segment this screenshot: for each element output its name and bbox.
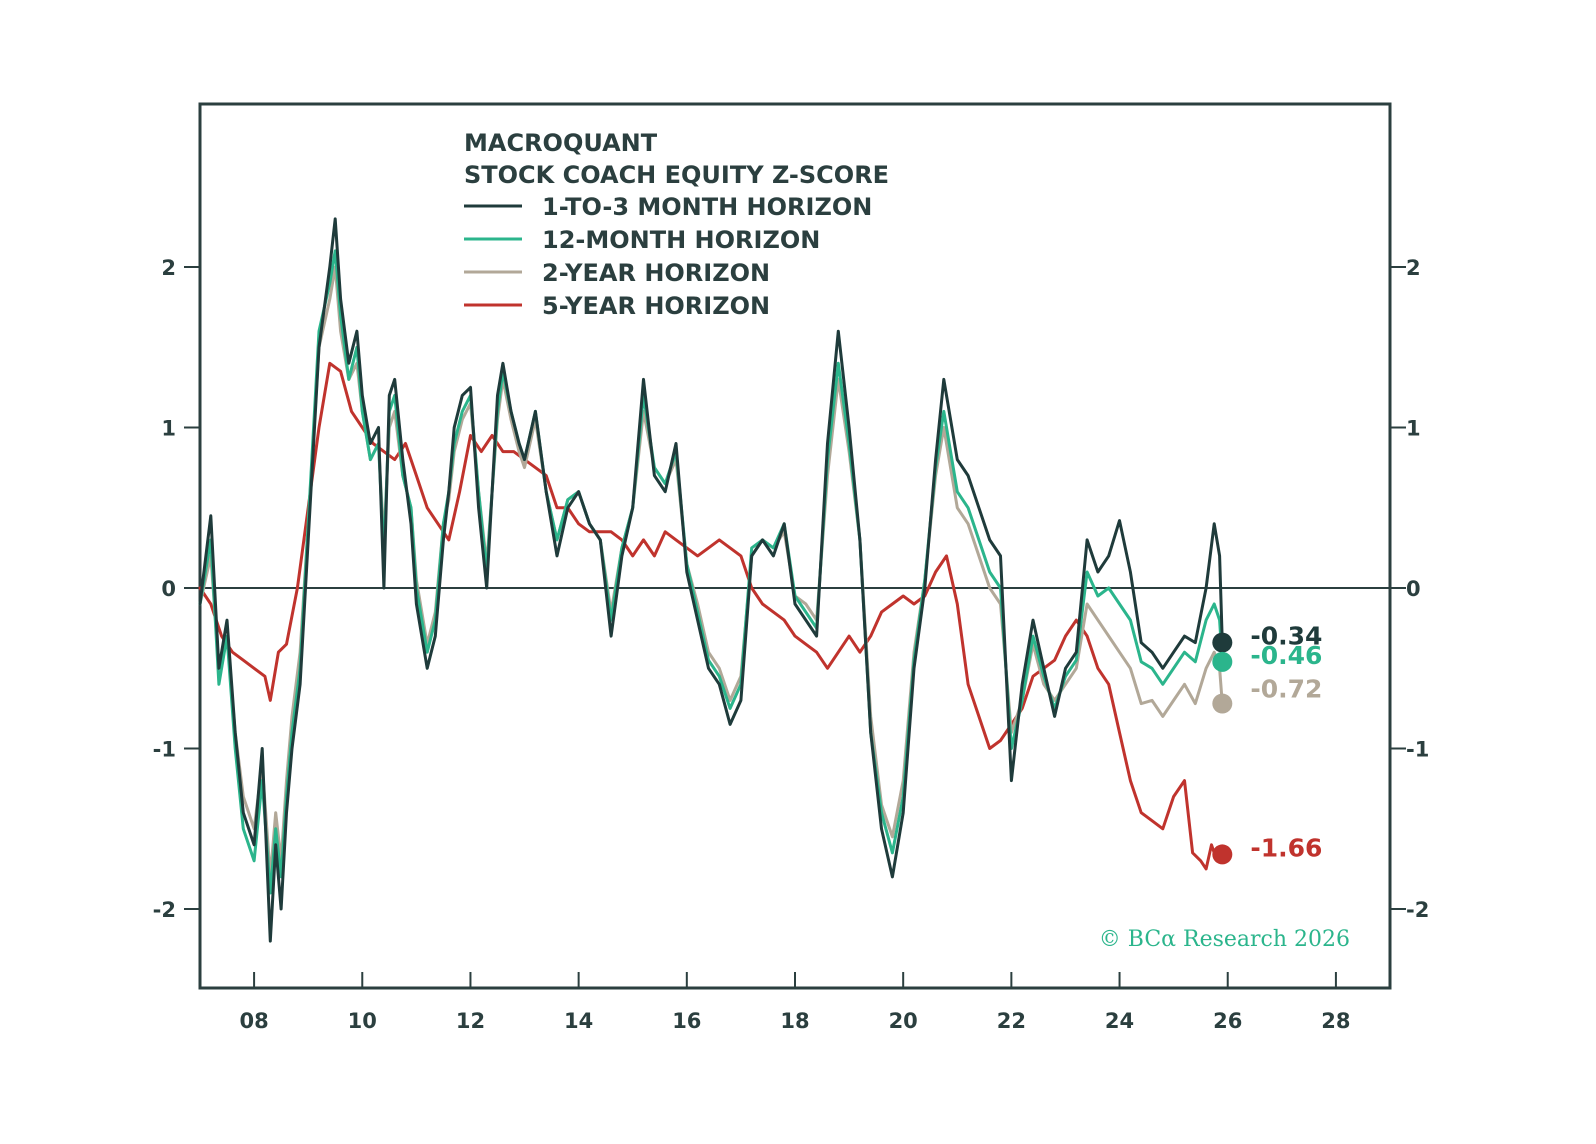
y-tick-label-left: 0 <box>161 577 176 601</box>
end-label-3: -0.72 <box>1250 675 1322 704</box>
y-tick-label-left: -1 <box>153 738 176 762</box>
legend-label-1: 1-TO-3 MONTH HORIZON <box>542 193 872 221</box>
chart-title: MACROQUANT <box>464 129 658 157</box>
end-marker-3 <box>1212 693 1233 714</box>
axes: -2 -2-1 -10 01 12 208 10 12 14 16 18 20 22 24 26 28 <box>153 256 1430 1033</box>
legend-label-3: 2-YEAR HORIZON <box>542 259 770 287</box>
x-tick-label: 18 <box>780 1009 809 1033</box>
legend-label-2: 12-MONTH HORIZON <box>542 226 820 254</box>
y-tick-label-left: 2 <box>161 256 176 280</box>
end-marker-2 <box>1212 651 1233 672</box>
y-tick-label-left: 1 <box>161 417 176 441</box>
series-layer <box>198 217 1224 943</box>
y-tick-label-right: -2 <box>1406 898 1429 922</box>
x-tick-label: 08 <box>239 1009 268 1033</box>
end-markers: -0.34-0.46 -0.72 -1.66 <box>1212 622 1322 865</box>
y-tick-label-right: -1 <box>1406 738 1429 762</box>
end-label-2: -0.46 <box>1250 641 1322 670</box>
y-tick-label-right: 0 <box>1406 577 1421 601</box>
y-tick-label-right: 2 <box>1406 256 1421 280</box>
copyright: © BCα Research 2026 <box>1099 927 1350 952</box>
end-marker-1 <box>1212 632 1233 653</box>
x-tick-label: 16 <box>672 1009 701 1033</box>
x-tick-label: 26 <box>1213 1009 1242 1033</box>
end-label-4: -1.66 <box>1250 833 1322 862</box>
x-tick-label: 24 <box>1105 1009 1134 1033</box>
x-tick-label: 14 <box>564 1009 593 1033</box>
x-tick-label: 22 <box>997 1009 1026 1033</box>
end-label-1: -0.34 <box>1250 622 1322 651</box>
y-tick-label-right: 1 <box>1406 417 1421 441</box>
end-marker-4 <box>1212 844 1233 865</box>
series-line-1 <box>198 217 1224 943</box>
x-tick-label: 12 <box>456 1009 485 1033</box>
chart-subtitle: STOCK COACH EQUITY Z-SCORE <box>464 161 889 189</box>
legend: 1-TO-3 MONTH HORIZON 12-MONTH HORIZON 2-YE… <box>464 193 872 320</box>
legend-label-4: 5-YEAR HORIZON <box>542 292 770 320</box>
x-tick-label: 10 <box>348 1009 377 1033</box>
series-line-4 <box>198 361 1224 871</box>
y-tick-label-left: -2 <box>153 898 176 922</box>
x-tick-label: 28 <box>1321 1009 1350 1033</box>
x-tick-label: 20 <box>889 1009 918 1033</box>
